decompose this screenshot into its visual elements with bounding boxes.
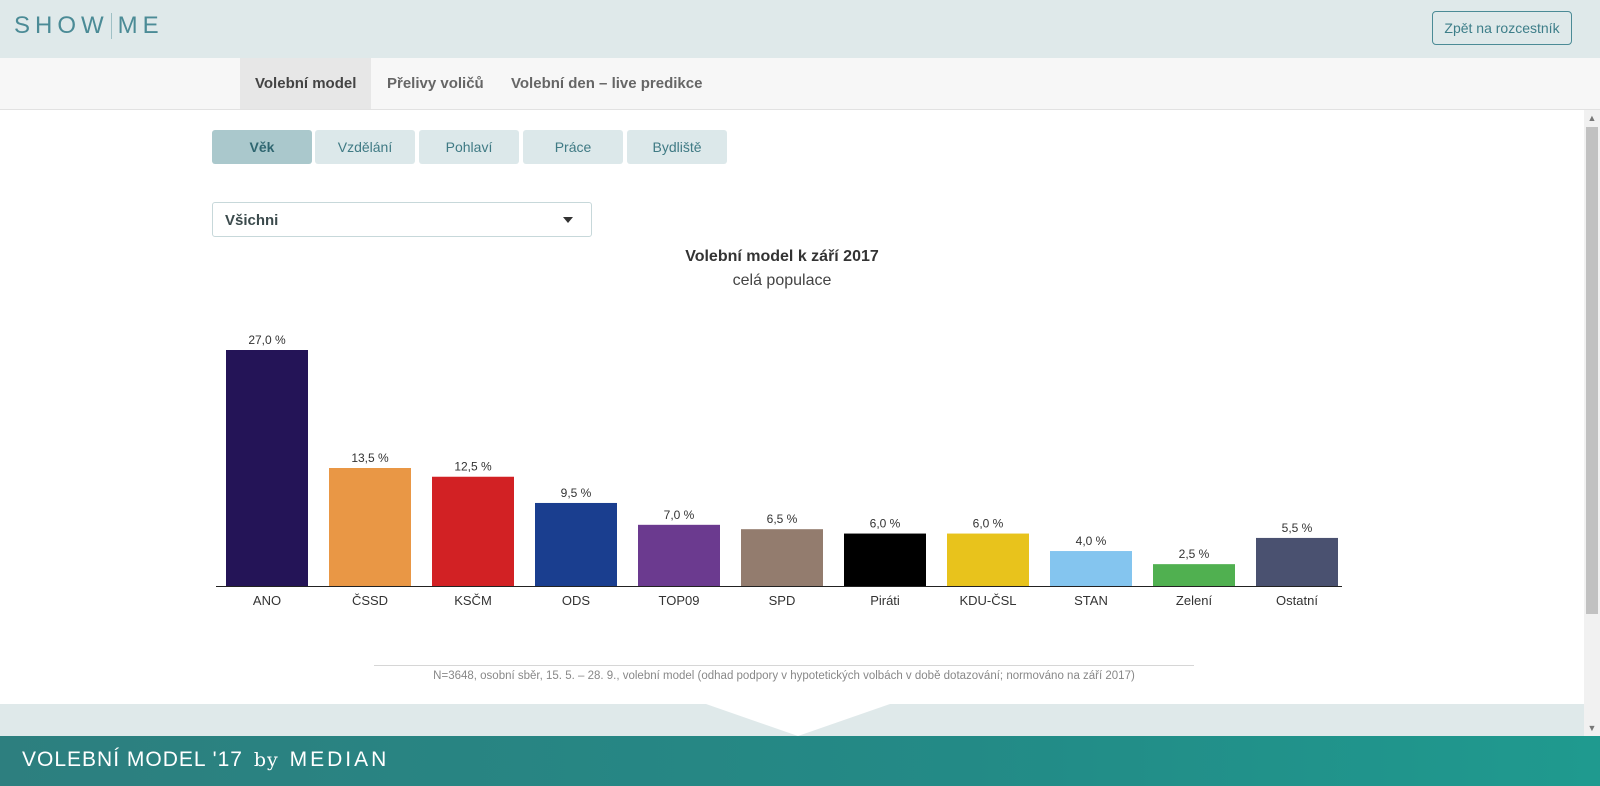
footnote-divider	[374, 665, 1194, 666]
scroll-down-arrow-icon[interactable]: ▼	[1587, 723, 1597, 733]
category-label: Piráti	[870, 593, 900, 608]
logo-me: ME	[117, 12, 164, 39]
filter-pohlavi-button[interactable]: Pohlaví	[419, 130, 519, 164]
chart-title: Volební model k září 2017	[685, 248, 879, 265]
bar-4[interactable]	[638, 524, 720, 586]
filter-vzdelani-button[interactable]: Vzdělání	[315, 130, 415, 164]
category-label: ČSSD	[352, 593, 388, 608]
logo-show: SHOW	[14, 12, 109, 39]
bar-value-label: 6,0 %	[870, 517, 901, 531]
bar-7[interactable]	[947, 533, 1029, 586]
tab-volebni-model[interactable]: Volební model	[240, 58, 372, 109]
bar-value-label: 9,5 %	[561, 486, 592, 500]
category-label: Zelení	[1176, 593, 1213, 608]
bar-0[interactable]	[226, 350, 308, 586]
footer-model-name: VOLEBNÍ MODEL '17	[22, 748, 243, 771]
bar-2[interactable]	[432, 476, 514, 586]
category-label: KSČM	[454, 593, 492, 608]
tab-prelivy-volicu[interactable]: Přelivy voličů	[387, 75, 484, 92]
bar-value-label: 6,5 %	[767, 512, 798, 526]
bar-value-label: 6,0 %	[973, 517, 1004, 531]
population-select-value: Všichni	[225, 212, 279, 229]
bar-value-label: 7,0 %	[664, 508, 695, 522]
page-scrollbar[interactable]: ▲ ▼	[1584, 110, 1600, 736]
footer-bar: VOLEBNÍ MODEL '17 by MEDIAN	[0, 736, 1600, 786]
back-to-crossroads-button[interactable]: Zpět na rozcestník	[1432, 11, 1572, 45]
category-label: SPD	[769, 593, 796, 608]
population-select[interactable]: Všichni	[212, 202, 592, 237]
bar-8[interactable]	[1050, 551, 1132, 586]
bar-9[interactable]	[1153, 564, 1235, 586]
bar-chart: 27,0 % ANO 13,5 % ČSSD 12,5 % KSČM 9,5 % ODS 7,0…	[216, 333, 1342, 608]
tab-volebni-den-live[interactable]: Volební den – live predikce	[511, 75, 703, 92]
category-label: STAN	[1074, 593, 1108, 608]
bar-10[interactable]	[1256, 537, 1338, 586]
bar-6[interactable]	[844, 533, 926, 586]
main-nav: Volební model Přelivy voličů Volební den…	[0, 58, 1600, 110]
footnote: N=3648, osobní sběr, 15. 5. – 28. 9., vo…	[433, 670, 1135, 682]
section-pointer	[706, 704, 890, 736]
bar-value-label: 4,0 %	[1076, 534, 1107, 548]
footer-brand: MEDIAN	[289, 748, 390, 771]
bar-5[interactable]	[741, 529, 823, 586]
filter-vek-button[interactable]: Věk	[212, 130, 312, 164]
logo[interactable]: SHOW ME	[14, 12, 164, 40]
scroll-up-arrow-icon[interactable]: ▲	[1587, 113, 1597, 123]
category-label: ODS	[562, 593, 591, 608]
filter-prace-button[interactable]: Práce	[523, 130, 623, 164]
footer-title: VOLEBNÍ MODEL '17 by MEDIAN	[22, 748, 389, 772]
bar-value-label: 13,5 %	[351, 451, 389, 465]
bar-value-label: 27,0 %	[248, 333, 286, 347]
caret-down-icon	[563, 217, 573, 223]
bar-3[interactable]	[535, 502, 617, 586]
bar-value-label: 2,5 %	[1179, 547, 1210, 561]
footer-by: by	[253, 749, 279, 771]
logo-separator	[110, 13, 112, 39]
category-label: ANO	[253, 593, 281, 608]
category-label: KDU-ČSL	[959, 593, 1016, 608]
chart-subtitle: celá populace	[732, 272, 832, 289]
category-label: TOP09	[659, 593, 700, 608]
top-header: SHOW ME Zpět na rozcestník	[0, 0, 1600, 58]
bar-value-label: 5,5 %	[1282, 521, 1313, 535]
bar-1[interactable]	[329, 468, 411, 586]
bar-value-label: 12,5 %	[454, 460, 492, 474]
filter-bydliste-button[interactable]: Bydliště	[627, 130, 727, 164]
scroll-thumb[interactable]	[1586, 127, 1598, 614]
category-label: Ostatní	[1276, 593, 1318, 608]
